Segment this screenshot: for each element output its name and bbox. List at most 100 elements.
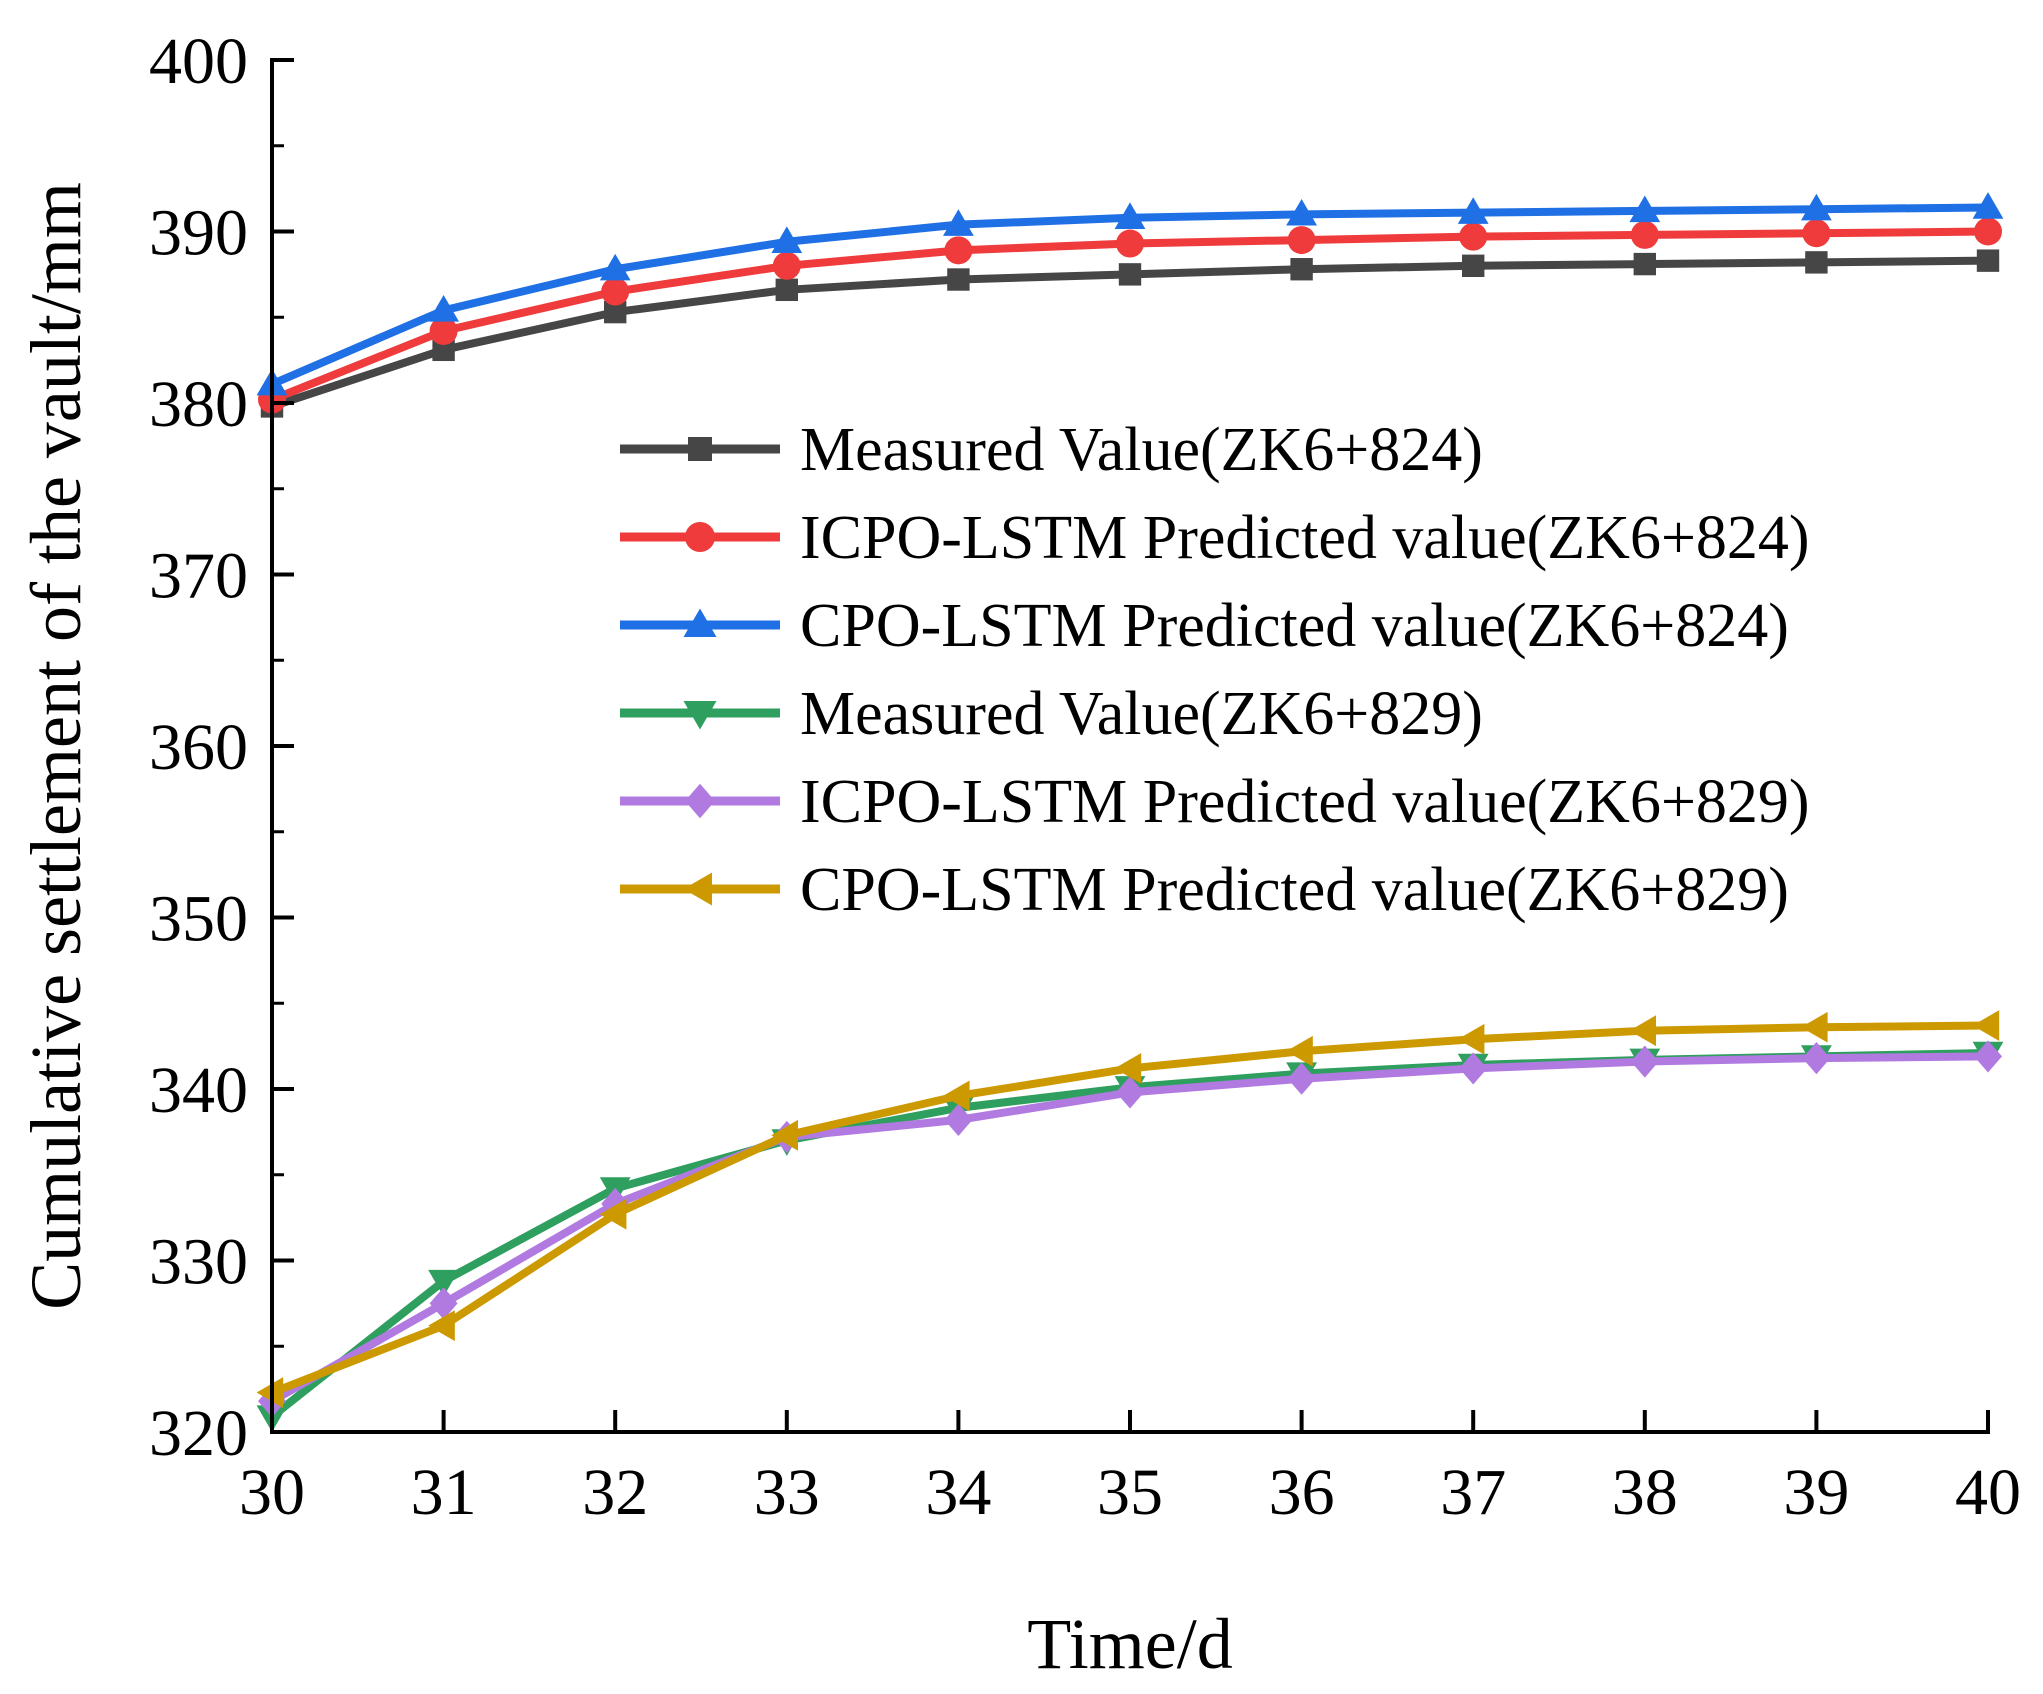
- data-point: [1114, 202, 1146, 229]
- data-point: [1457, 1023, 1485, 1055]
- data-point: [428, 294, 459, 322]
- x-tick-label: 33: [754, 1456, 820, 1529]
- x-tick-label: 34: [925, 1456, 991, 1529]
- y-axis-ticks: 320 330 340 350 360 370 380 390 400: [149, 25, 294, 1470]
- data-point: [601, 1187, 630, 1221]
- legend-item: CPO-LSTM Predicted value(ZK6+824): [620, 592, 1789, 660]
- data-point: [428, 1269, 459, 1297]
- data-point: [1290, 258, 1313, 281]
- data-point: [1116, 1076, 1144, 1109]
- data-point: [944, 236, 973, 265]
- x-tick-label: 36: [1269, 1456, 1335, 1529]
- data-point: [1974, 1040, 2002, 1073]
- x-tick-label: 32: [582, 1456, 648, 1529]
- x-tick-label: 40: [1955, 1456, 2021, 1529]
- y-tick-label: 380: [149, 368, 248, 441]
- data-point: [1633, 252, 1656, 276]
- legend-swatch-marker: [683, 701, 717, 730]
- series-layer: [256, 192, 2004, 1432]
- data-point: [432, 338, 455, 362]
- legend-swatch-marker: [685, 783, 715, 819]
- legend-swatch-marker: [683, 872, 712, 906]
- data-point: [1457, 197, 1489, 224]
- legend-item: CPO-LSTM Predicted value(ZK6+829): [620, 856, 1789, 924]
- data-point: [943, 1080, 970, 1112]
- data-point: [1287, 1062, 1316, 1095]
- data-point: [1462, 254, 1485, 277]
- data-point: [1629, 195, 1661, 223]
- legend-label: ICPO-LSTM Predicted value(ZK6+829): [800, 768, 1810, 836]
- data-point: [1802, 219, 1831, 248]
- data-point: [1629, 1015, 1656, 1047]
- legend-label: CPO-LSTM Predicted value(ZK6+829): [800, 856, 1789, 924]
- data-point: [1118, 263, 1142, 286]
- legend-label: Measured Value(ZK6+829): [800, 680, 1483, 748]
- data-point: [1974, 217, 2002, 246]
- data-point: [1630, 1045, 1659, 1078]
- data-point: [1114, 1053, 1142, 1084]
- data-point: [771, 226, 803, 253]
- data-point: [428, 1310, 455, 1342]
- data-point: [601, 277, 630, 306]
- x-tick-label: 39: [1783, 1456, 1849, 1529]
- x-tick-label: 30: [239, 1456, 305, 1529]
- y-tick-label: 330: [149, 1226, 248, 1299]
- data-point: [943, 209, 974, 236]
- data-point: [775, 278, 798, 302]
- x-axis-title: Time/d: [1027, 1604, 1232, 1684]
- y-tick-label: 350: [149, 883, 248, 956]
- data-point: [599, 1198, 627, 1230]
- axes-layer: 320 330 340 350 360 370 380 390 400 30 31 32 33 34 35…: [149, 25, 2021, 1529]
- data-point: [429, 1287, 458, 1320]
- data-point: [1459, 222, 1488, 251]
- y-tick-label: 320: [149, 1397, 248, 1470]
- legend-item: ICPO-LSTM Predicted value(ZK6+829): [620, 768, 1810, 836]
- x-tick-label: 35: [1097, 1456, 1163, 1529]
- data-point: [1286, 1035, 1313, 1067]
- data-point: [1459, 1052, 1488, 1085]
- x-tick-label: 31: [411, 1456, 477, 1529]
- y-tick-label: 360: [149, 711, 248, 784]
- y-tick-label: 400: [149, 25, 248, 98]
- legend-label: CPO-LSTM Predicted value(ZK6+824): [800, 592, 1789, 660]
- series-5: [258, 1040, 2002, 1418]
- y-tick-label: 340: [149, 1054, 248, 1127]
- data-point: [429, 316, 458, 345]
- legend: Measured Value(ZK6+824) ICPO-LSTM Predict…: [620, 416, 1810, 924]
- data-point: [1802, 1042, 1831, 1075]
- legend-item: Measured Value(ZK6+824): [620, 416, 1483, 484]
- x-tick-label: 38: [1612, 1456, 1678, 1529]
- y-tick-label: 370: [149, 540, 248, 613]
- data-point: [1116, 229, 1144, 258]
- legend-swatch-marker: [688, 437, 712, 461]
- x-axis-ticks: 30 31 32 33 34 35 36 37 38 39 40: [239, 1410, 2021, 1529]
- data-point: [604, 300, 627, 324]
- data-point: [1630, 220, 1659, 249]
- data-point: [772, 251, 801, 280]
- series-2: [258, 217, 2002, 414]
- series-3: [256, 192, 2004, 396]
- data-point: [1287, 226, 1316, 255]
- data-point: [1976, 249, 2000, 272]
- data-point: [771, 1119, 798, 1151]
- data-point: [944, 1103, 973, 1136]
- series-1: [260, 249, 2000, 418]
- data-point: [1972, 192, 2004, 219]
- data-point: [1972, 1010, 2000, 1041]
- data-point: [1286, 198, 1317, 226]
- y-tick-label: 390: [149, 197, 248, 270]
- x-tick-label: 37: [1440, 1456, 1506, 1529]
- legend-item: ICPO-LSTM Predicted value(ZK6+824): [620, 504, 1810, 572]
- data-point: [256, 1377, 284, 1408]
- legend-swatch-marker: [685, 522, 715, 552]
- legend-label: Measured Value(ZK6+824): [800, 416, 1483, 484]
- data-point: [1805, 251, 1828, 274]
- legend-swatch-marker: [683, 608, 717, 637]
- data-point: [1801, 1011, 1828, 1043]
- y-axis-title: Cumulative settlement of the vault/mm: [16, 182, 96, 1310]
- data-point: [599, 253, 631, 281]
- series-6: [256, 1010, 2000, 1408]
- data-point: [947, 268, 970, 291]
- legend-item: Measured Value(ZK6+829): [620, 680, 1483, 748]
